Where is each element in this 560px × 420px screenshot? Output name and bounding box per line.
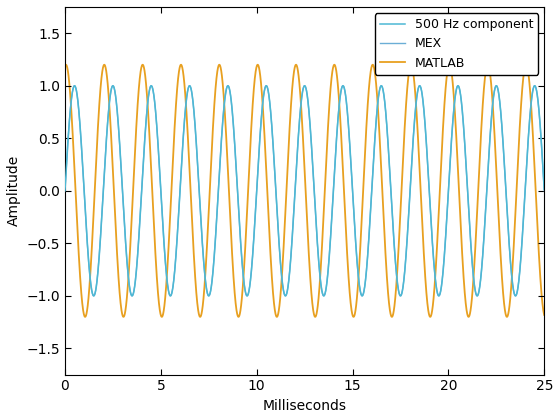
Line: MATLAB: MATLAB (65, 65, 544, 317)
MATLAB (245, 184, 251, 189)
500 Hz component (541, 186, 548, 192)
500 Hz component (245, 291, 251, 297)
MATLAB (456, 192, 463, 197)
500 Hz component (149, 84, 156, 89)
500 Hz component (90, 293, 97, 298)
MEX (456, 85, 463, 90)
MEX (541, 188, 548, 193)
Line: 500 Hz component: 500 Hz component (65, 86, 544, 296)
MEX (245, 291, 251, 296)
MATLAB (63, 62, 69, 67)
MATLAB (419, 231, 426, 236)
500 Hz component (349, 188, 356, 193)
MATLAB (349, 313, 356, 318)
MATLAB (149, 188, 156, 193)
MATLAB (62, 64, 68, 69)
MEX (62, 187, 68, 192)
500 Hz component (62, 188, 68, 193)
500 Hz component (71, 83, 78, 88)
Legend: 500 Hz component, MEX, MATLAB: 500 Hz component, MEX, MATLAB (375, 13, 538, 75)
MEX (349, 190, 356, 195)
MATLAB (374, 90, 380, 95)
MATLAB (541, 312, 548, 318)
Line: MEX: MEX (65, 86, 544, 296)
MEX (149, 85, 156, 90)
500 Hz component (456, 85, 463, 90)
500 Hz component (419, 96, 426, 101)
MATLAB (82, 314, 88, 319)
MEX (90, 293, 97, 298)
MEX (419, 97, 426, 102)
MEX (71, 83, 78, 88)
X-axis label: Milliseconds: Milliseconds (263, 399, 347, 413)
MEX (374, 110, 380, 115)
Y-axis label: Amplitude: Amplitude (7, 155, 21, 226)
500 Hz component (374, 110, 380, 116)
